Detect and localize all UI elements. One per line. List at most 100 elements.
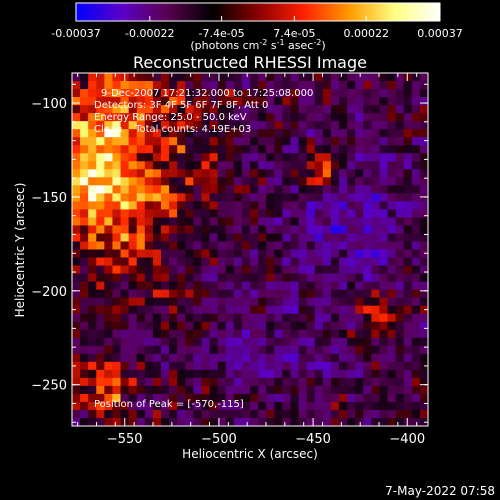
heatmap-cell [128,321,138,331]
heatmap-cell [201,97,211,106]
heatmap-cell [209,369,219,379]
heatmap-cell [241,201,251,210]
heatmap-cell [282,145,292,154]
heatmap-cell [339,241,348,251]
heatmap-cell [371,305,381,315]
heatmap-cell [330,409,340,419]
heatmap-cell [152,137,162,146]
heatmap-cell [144,233,154,243]
heatmap-cell [96,393,105,403]
heatmap-cell [169,105,178,114]
heatmap-cell [72,289,81,299]
heatmap-cell [322,289,332,299]
heatmap-cell [128,401,138,411]
heatmap-cell [266,329,275,339]
heatmap-cell [209,273,219,283]
heatmap-cell [201,305,211,315]
heatmap-cell [306,209,316,219]
heatmap-cell [355,297,364,307]
heatmap-cell [241,337,251,347]
heatmap-cell [136,153,146,162]
heatmap-cell [395,105,405,114]
heatmap-cell [241,225,251,235]
heatmap-cell [355,257,364,267]
heatmap-cell [120,233,130,243]
heatmap-cell [387,73,397,82]
heatmap-cell [161,129,170,138]
heatmap-cell [241,177,251,186]
heatmap-cell [209,337,219,347]
heatmap-cell [290,345,300,355]
y-axis-ticks: −100−150−200−250 [31,83,428,423]
heatmap-cell [403,313,413,323]
heatmap-cell [258,417,267,426]
heatmap-cell [290,73,300,82]
heatmap-cell [258,401,267,411]
heatmap-cell [225,289,235,299]
heatmap-cell [193,145,203,154]
heatmap-cell [177,265,186,275]
heatmap-cell [258,225,267,235]
heatmap-cell [290,329,300,339]
heatmap-cell [241,169,251,178]
heatmap-cell [161,97,170,106]
heatmap-cell [419,233,428,243]
heatmap-cell [136,193,146,202]
heatmap-cell [250,113,259,122]
heatmap-cell [347,113,356,122]
heatmap-cell [88,393,97,403]
heatmap-cell [258,321,267,331]
heatmap-cell [177,145,186,154]
heatmap-cell [112,105,122,114]
heatmap-cell [379,345,389,355]
heatmap-cell [347,393,356,403]
heatmap-cell [266,417,275,426]
heatmap-cell [225,297,235,307]
heatmap-cell [161,225,170,235]
heatmap-cell [144,153,154,162]
heatmap-cell [379,113,389,122]
heatmap-cell [266,185,275,194]
heatmap-cell [290,265,300,275]
heatmap-cell [96,337,105,347]
heatmap-cell [347,385,356,395]
heatmap-cell [395,137,405,146]
heatmap-cell [290,337,300,347]
heatmap-cell [120,273,130,283]
heatmap-cell [282,193,292,202]
heatmap-cell [363,337,372,347]
heatmap-cell [258,105,267,114]
heatmap-cell [274,353,283,363]
heatmap-cell [395,417,405,426]
heatmap-cell [419,385,428,395]
heatmap-cell [322,281,332,291]
heatmap-cell [290,361,300,371]
heatmap-cell [266,361,275,371]
heatmap-cell [225,129,235,138]
heatmap-cell [209,209,219,219]
heatmap-cell [395,121,405,130]
heatmap-cell [274,377,283,387]
heatmap-cell [161,169,170,178]
heatmap-cell [193,313,203,323]
heatmap-cell [201,177,211,186]
heatmap-cell [274,137,283,146]
heatmap-cell [347,73,356,82]
heatmap-cell [88,137,97,146]
heatmap-cell [363,217,372,227]
heatmap-cell [225,201,235,210]
heatmap-cell [371,225,381,235]
heatmap-cell [339,185,348,194]
heatmap-cell [209,121,219,130]
heatmap-cell [225,281,235,291]
heatmap-cell [330,161,340,170]
heatmap-cell [395,161,405,170]
heatmap-cell [112,113,122,122]
heatmap-cell [314,361,324,371]
heatmap-cell [209,129,219,138]
heatmap-cell [120,81,130,90]
heatmap-cell [217,177,227,186]
heatmap-cell [80,81,89,90]
heatmap-cell [96,185,105,194]
heatmap-cell [258,289,267,299]
